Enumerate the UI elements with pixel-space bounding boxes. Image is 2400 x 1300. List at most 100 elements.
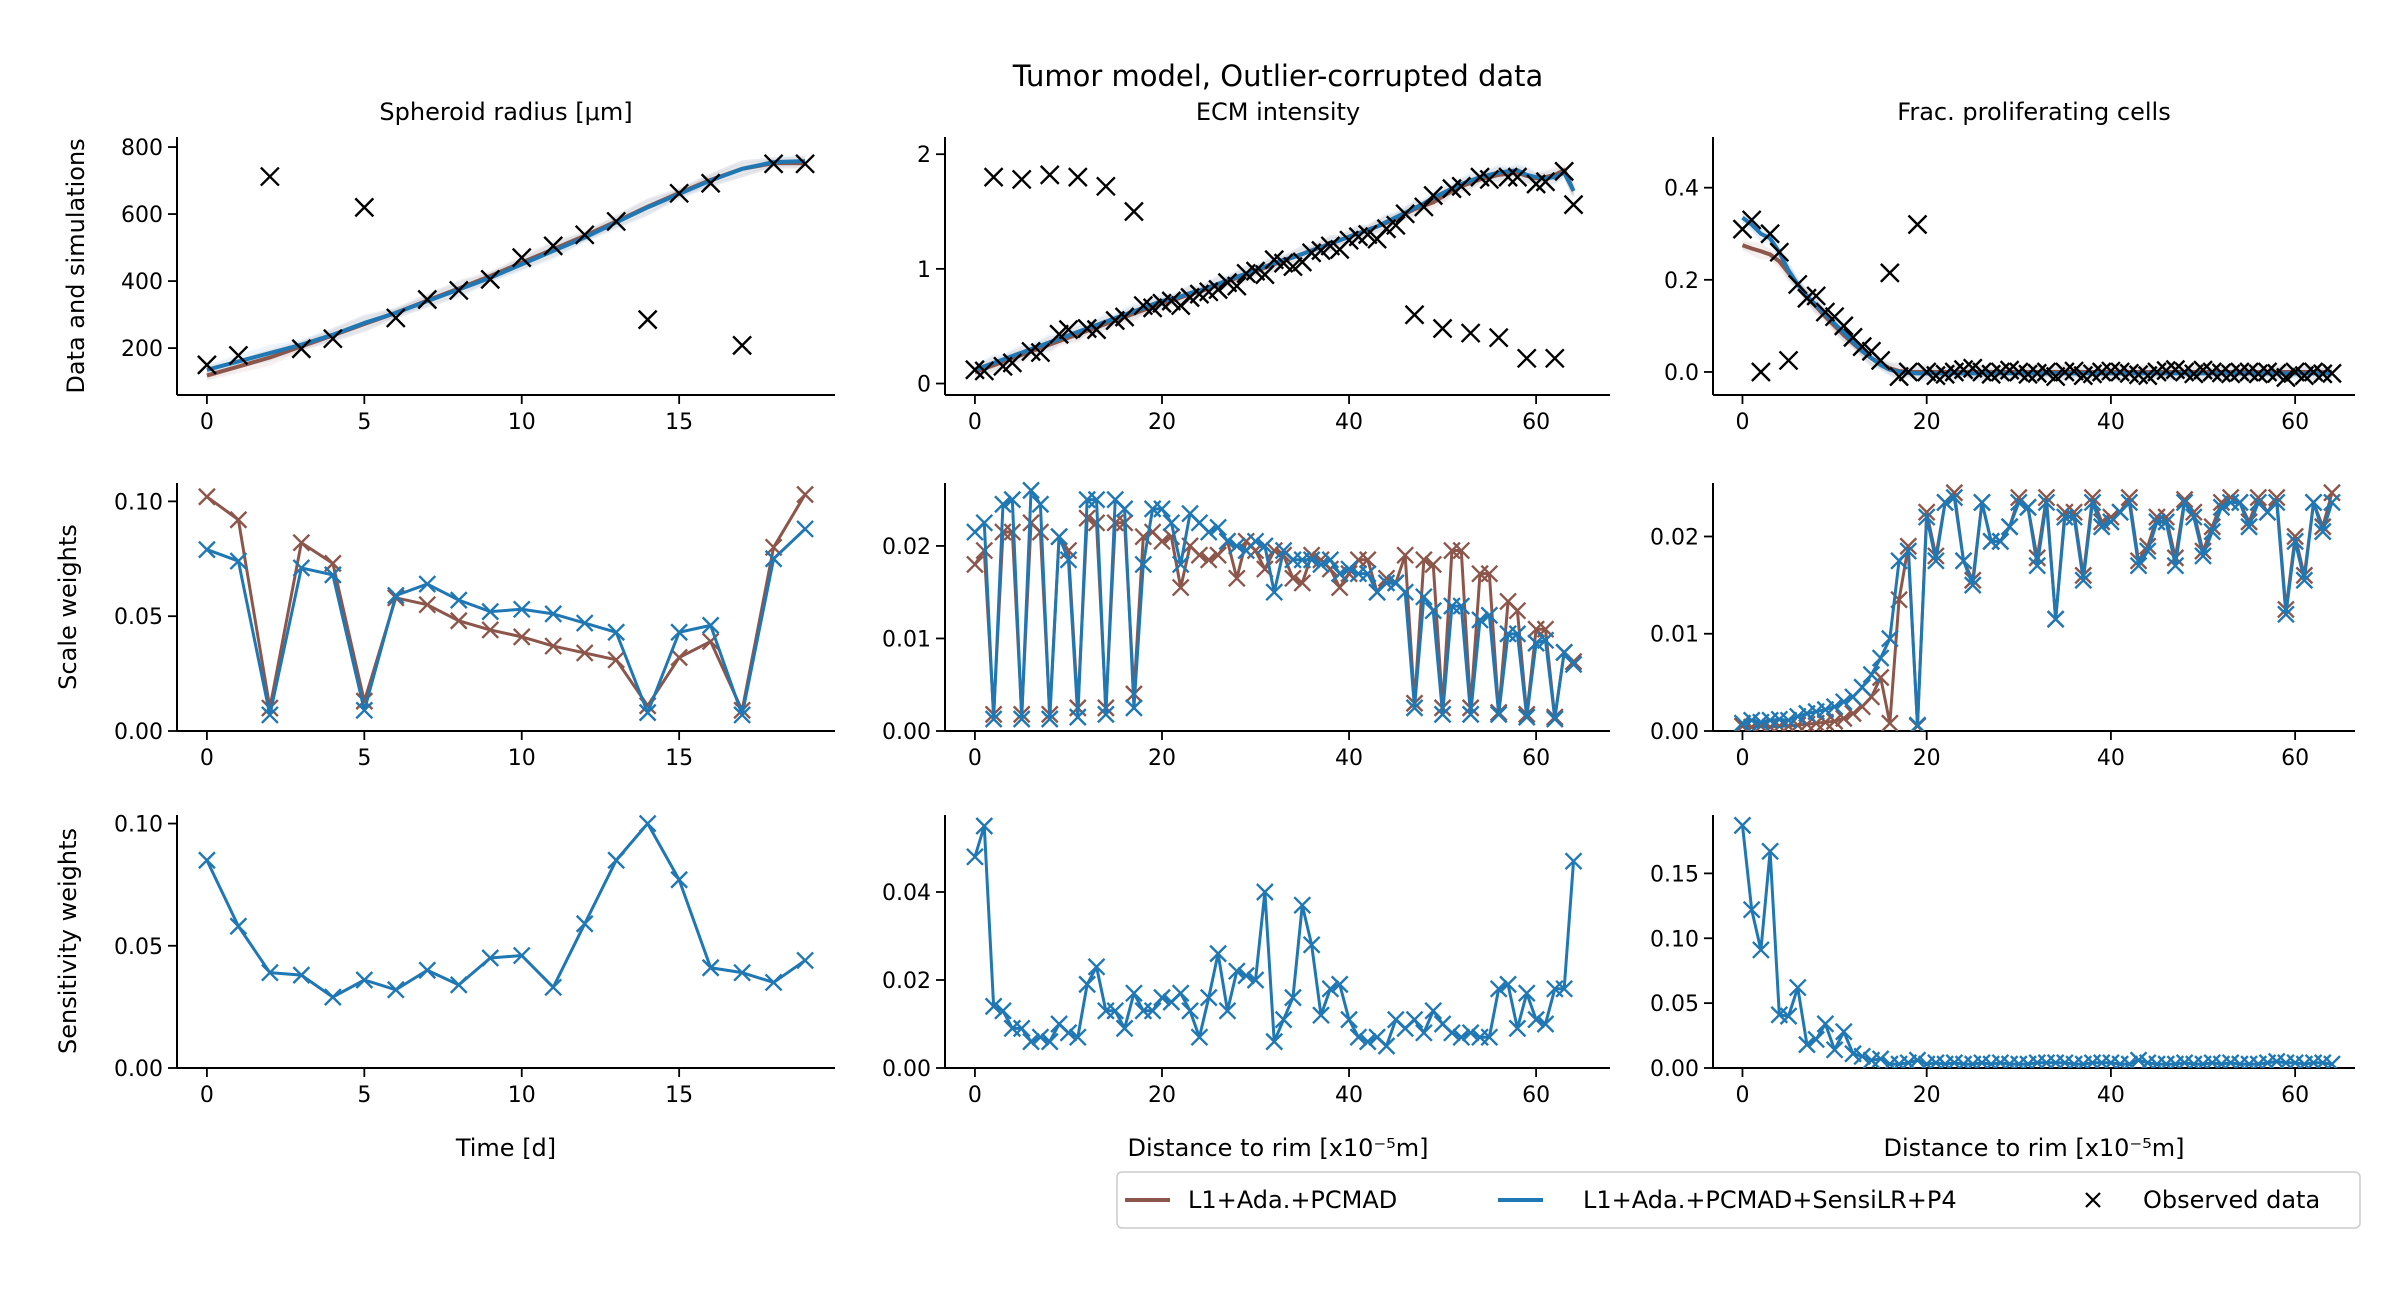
- data-point-marker: [1125, 699, 1143, 717]
- data-point-marker: [229, 552, 248, 570]
- data-point-marker: [2157, 513, 2176, 531]
- data-point-marker: [1991, 1053, 2010, 1068]
- data-point-marker: [1480, 606, 1499, 625]
- observed-point: [291, 338, 312, 359]
- y-tick-label: 0.15: [1650, 862, 1699, 887]
- data-point-marker: [1508, 1019, 1527, 1038]
- observed-point: [974, 361, 995, 381]
- data-point-marker: [796, 520, 814, 538]
- data-point-marker: [1396, 583, 1415, 602]
- ylabel-data-and-simulations: Data and simulations: [62, 138, 90, 393]
- data-point-marker: [2212, 498, 2231, 517]
- data-point-marker: [1284, 988, 1302, 1007]
- data-point-marker: [198, 540, 216, 559]
- observed-point: [1460, 323, 1481, 343]
- observed-point: [2276, 367, 2296, 388]
- data-point-marker: [975, 513, 994, 532]
- y-tick-label: 0.00: [882, 720, 931, 745]
- data-point-marker: [512, 600, 531, 619]
- data-point-marker: [1199, 523, 1218, 541]
- data-point-marker: [481, 621, 500, 639]
- data-point-marker: [481, 602, 500, 621]
- simulation-trace: [974, 173, 1575, 376]
- observed-point: [1833, 316, 1854, 336]
- data-point-marker: [544, 637, 563, 655]
- data-point-marker: [1302, 550, 1321, 569]
- data-point-marker: [2138, 1053, 2157, 1068]
- observed-data: [965, 161, 1584, 381]
- data-point-marker: [1199, 550, 1218, 569]
- data-point-marker: [2019, 498, 2037, 517]
- series-l1-ada-pcmad-sensilr-p4: [974, 168, 1576, 372]
- series-line: [206, 493, 807, 712]
- figure-title: Tumor model, Outlier-corrupted data: [1012, 59, 1544, 93]
- data-point-marker: [994, 495, 1012, 514]
- data-point-marker: [292, 559, 311, 577]
- data-point-marker: [2102, 1053, 2120, 1068]
- observed-point: [1058, 319, 1079, 340]
- y-tick-label: 0.02: [882, 969, 931, 994]
- data-point-marker: [1265, 1032, 1284, 1051]
- observed-point: [1432, 318, 1453, 339]
- observed-point: [1852, 336, 1873, 357]
- data-point-marker: [1881, 629, 1899, 648]
- x-tick-label: 5: [357, 746, 371, 771]
- data-point-marker: [1022, 1032, 1040, 1051]
- y-tick-label: 0.04: [882, 881, 931, 906]
- data-point-marker: [1125, 984, 1143, 1003]
- y-tick-label: 0.0: [1664, 361, 1699, 386]
- data-point-marker: [2286, 527, 2304, 546]
- data-point-marker: [1881, 714, 1899, 731]
- data-point-marker: [1945, 1053, 1964, 1068]
- series-l1-ada-pcmad: [198, 485, 814, 720]
- data-point-marker: [1405, 1010, 1424, 1029]
- observed-point: [260, 166, 280, 187]
- observed-point: [2322, 363, 2342, 384]
- column-title-ecm-intensity: ECM intensity: [1196, 98, 1360, 126]
- data-point-marker: [1256, 883, 1274, 901]
- data-point-marker: [1377, 1037, 1396, 1055]
- data-point-marker: [1227, 537, 1246, 555]
- observed-point: [732, 335, 752, 356]
- data-point-marker: [638, 814, 657, 833]
- y-tick-label: 0.00: [1650, 720, 1699, 745]
- data-point-marker: [449, 976, 468, 994]
- observed-point: [1208, 279, 1228, 300]
- series-l1-ada-pcmad-sensilr-p4: [198, 814, 814, 1006]
- data-point-marker: [386, 980, 405, 999]
- data-point-marker: [1302, 935, 1321, 954]
- data-point-marker: [1834, 692, 1853, 711]
- data-point-marker: [512, 946, 531, 965]
- data-point-marker: [1153, 532, 1171, 551]
- data-point-marker: [1237, 966, 1256, 985]
- data-point-marker: [1284, 569, 1302, 588]
- series-l1-ada-pcmad: [1733, 483, 2341, 731]
- data-point-marker: [764, 549, 783, 568]
- observed-point: [1760, 223, 1780, 244]
- x-tick-label: 0: [200, 410, 214, 435]
- simulation-trace: [974, 170, 1575, 376]
- observed-point: [1815, 302, 1836, 322]
- data-point-marker: [1917, 508, 1936, 526]
- data-point-marker: [1190, 1028, 1209, 1047]
- observed-point: [1283, 256, 1303, 277]
- data-point-marker: [1040, 1032, 1059, 1051]
- observed-point: [2156, 360, 2177, 381]
- data-point-marker: [2313, 1053, 2332, 1068]
- data-point-marker: [229, 510, 248, 529]
- data-point-marker: [355, 701, 374, 720]
- data-point-marker: [1040, 710, 1059, 728]
- data-point-marker: [1508, 601, 1527, 620]
- data-point-marker: [2175, 1053, 2194, 1068]
- data-point-marker: [2295, 571, 2314, 590]
- x-tick-label: 40: [2097, 1083, 2125, 1108]
- xlabel-distance-to-rim-frac: Distance to rim [x10⁻⁵m]: [1884, 1134, 2185, 1162]
- y-tick-label: 0.01: [882, 627, 931, 652]
- data-point-marker: [1424, 1001, 1443, 1020]
- data-point-marker: [1471, 611, 1489, 629]
- data-point-marker: [544, 605, 563, 623]
- data-point-marker: [2000, 517, 2019, 536]
- data-point-marker: [1489, 705, 1508, 724]
- data-point-marker: [1816, 1015, 1835, 1033]
- data-point-marker: [261, 706, 279, 724]
